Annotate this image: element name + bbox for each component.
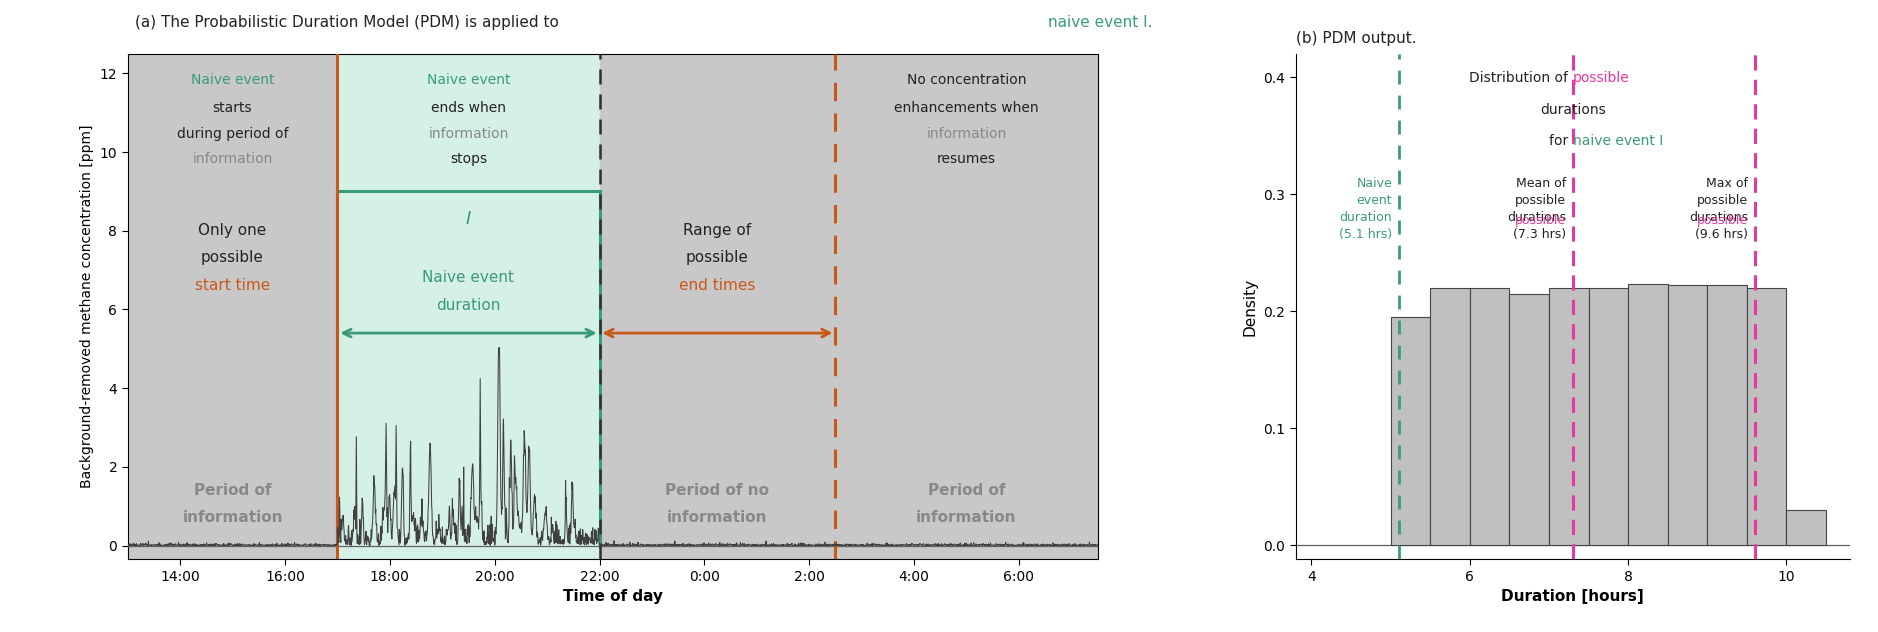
Text: durations: durations (1540, 103, 1606, 117)
Text: information: information (182, 510, 284, 525)
Bar (1589, 288, 1628, 545)
Bar (1747, 288, 1786, 545)
Text: information: information (926, 126, 1007, 140)
Bar (128, 54, 338, 559)
Text: Mean of
possible
durations
(7.3 hrs): Mean of possible durations (7.3 hrs) (1508, 176, 1566, 241)
Text: (b) PDM output.: (b) PDM output. (1296, 30, 1416, 46)
Bar (1628, 284, 1668, 545)
Text: information: information (667, 510, 768, 525)
Text: possible: possible (1516, 214, 1566, 227)
Text: Naive event: Naive event (423, 270, 515, 285)
Bar (1390, 317, 1431, 545)
Bar (1431, 288, 1470, 545)
Text: possible: possible (1698, 214, 1748, 227)
Text: Only one: Only one (199, 223, 267, 238)
Text: Period of: Period of (928, 483, 1005, 497)
Text: naive event I: naive event I (1572, 135, 1664, 149)
Text: naive event I.: naive event I. (1048, 15, 1153, 30)
Text: I: I (466, 210, 471, 228)
Text: Naive
event
duration
(5.1 hrs): Naive event duration (5.1 hrs) (1339, 176, 1392, 241)
Bar (1786, 510, 1825, 545)
Y-axis label: Density: Density (1243, 277, 1258, 336)
Bar (836, 54, 1097, 559)
Y-axis label: Background-removed methane concentration [ppm]: Background-removed methane concentration… (81, 125, 94, 489)
Text: during period of: during period of (177, 126, 289, 140)
Text: start time: start time (195, 278, 270, 293)
Bar (1510, 294, 1549, 545)
Bar (1668, 286, 1707, 545)
Text: possible: possible (201, 250, 265, 265)
Text: duration: duration (436, 298, 501, 313)
Text: Period of no: Period of no (665, 483, 770, 497)
Text: stops: stops (451, 152, 486, 166)
Text: (a) The Probabilistic Duration Model (PDM) is applied to: (a) The Probabilistic Duration Model (PD… (135, 15, 563, 30)
X-axis label: Duration [hours]: Duration [hours] (1501, 589, 1643, 604)
Bar (599, 54, 836, 559)
Text: information: information (428, 126, 509, 140)
Bar (338, 54, 599, 559)
Text: possible: possible (685, 250, 749, 265)
Text: Range of: Range of (684, 223, 751, 238)
Text: starts: starts (212, 101, 252, 115)
Text: for: for (1549, 135, 1572, 149)
Text: end times: end times (680, 278, 755, 293)
Text: possible: possible (1572, 71, 1630, 85)
Text: ends when: ends when (430, 101, 505, 115)
X-axis label: Time of day: Time of day (563, 589, 663, 604)
Text: Naive event: Naive event (426, 73, 511, 87)
Text: Period of: Period of (193, 483, 270, 497)
Bar (1470, 288, 1510, 545)
Text: Max of
possible
durations
(9.6 hrs): Max of possible durations (9.6 hrs) (1690, 176, 1748, 241)
Text: resumes: resumes (937, 152, 995, 166)
Text: information: information (916, 510, 1016, 525)
Text: enhancements when: enhancements when (894, 101, 1039, 115)
Text: No concentration: No concentration (907, 73, 1025, 87)
Text: information: information (192, 152, 272, 166)
Bar (1707, 286, 1747, 545)
Text: Distribution of: Distribution of (1469, 71, 1572, 85)
Bar (1549, 288, 1589, 545)
Text: Naive event: Naive event (192, 73, 274, 87)
